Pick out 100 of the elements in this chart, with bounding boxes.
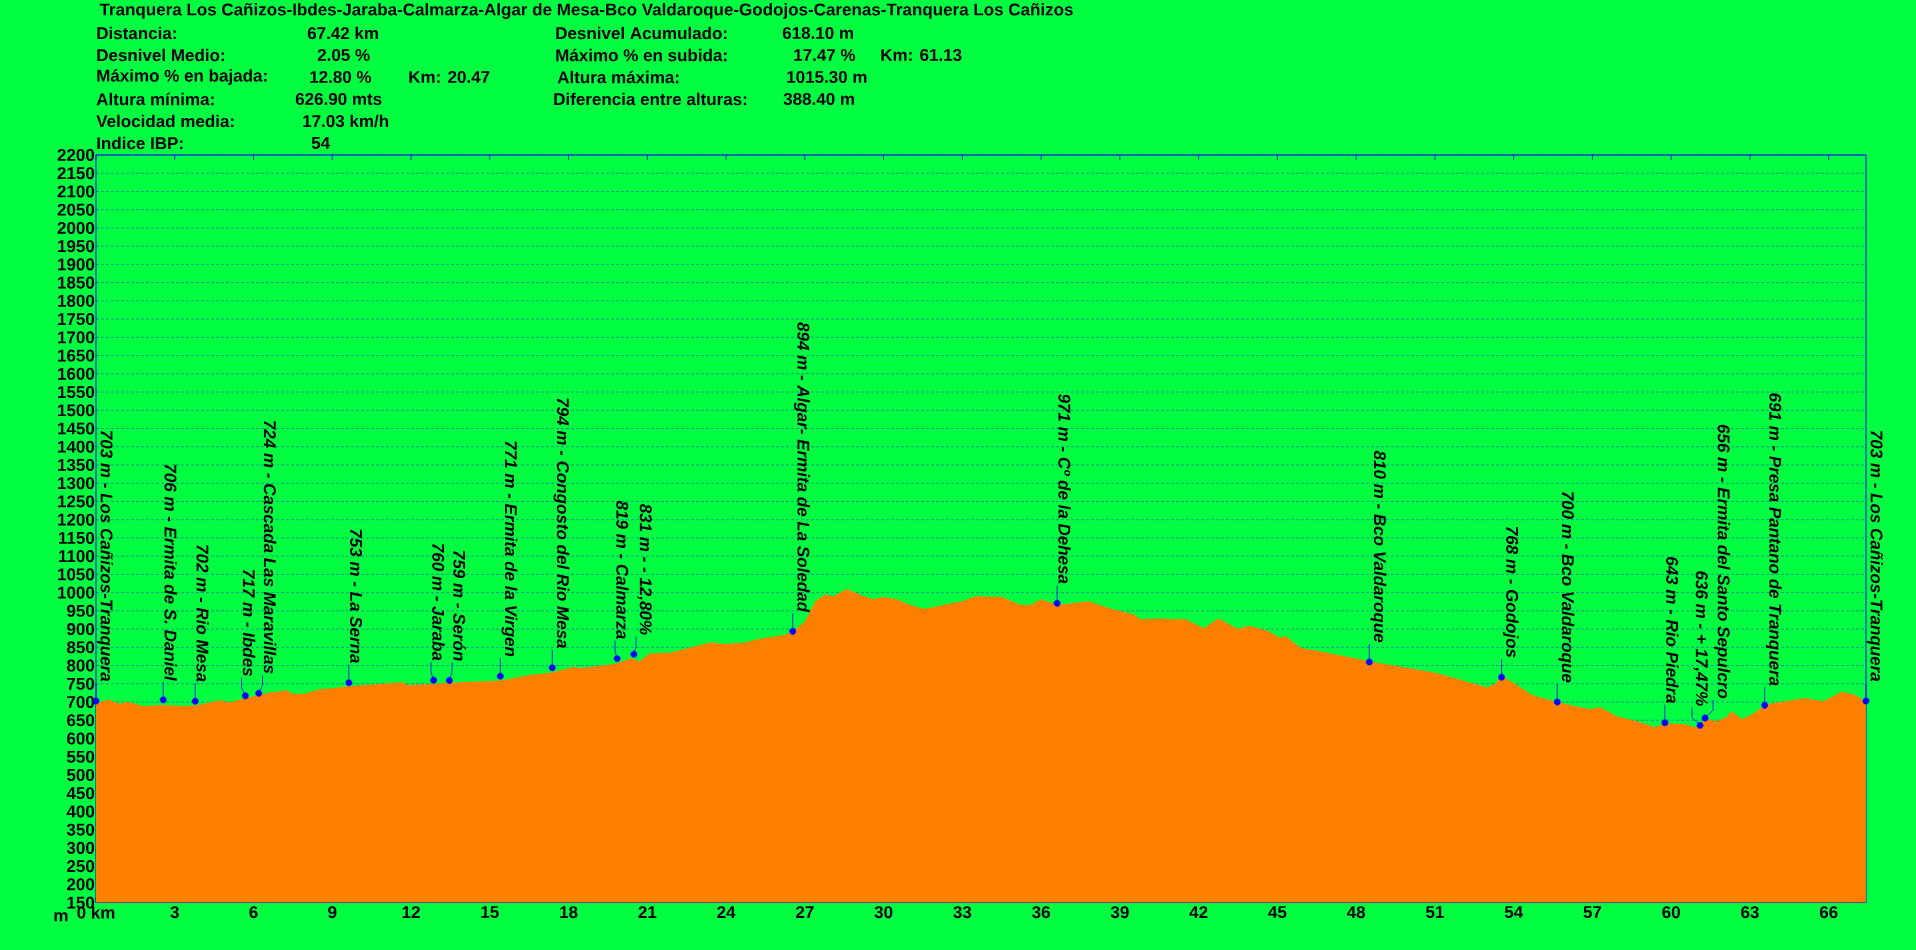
x-tick-label: 30 [874, 906, 893, 919]
y-tick-label: 1950 [58, 240, 95, 253]
text: 54 [311, 137, 331, 149]
text: 618.10 m [782, 26, 853, 40]
x-tick-label: 51 [1425, 906, 1444, 918]
y-tick-label: 2200 [57, 148, 95, 162]
y-tick-label: 800 [66, 659, 95, 672]
y-tick-label: 250 [67, 860, 95, 873]
y-tick-label: 600 [67, 732, 95, 745]
x-tick-label: 60 [1662, 906, 1680, 919]
x-tick-label: 15 [481, 906, 499, 918]
annotation: 759 m - Serón [453, 551, 466, 661]
point [496, 672, 504, 680]
point [630, 650, 638, 658]
text: 17.47 % [794, 49, 856, 61]
y-tick-label: 1000 [58, 586, 95, 599]
y-tick-label: 1650 [58, 349, 95, 362]
y-tick-label: 1100 [58, 550, 95, 563]
annotation: 636 m - + 17,47% [1693, 571, 1708, 706]
y-tick-label: 1350 [58, 458, 95, 471]
annotation: 700 m - Bco Valdaroque [1558, 491, 1575, 683]
x-tick-label: 36 [1032, 906, 1050, 919]
point [613, 655, 621, 663]
y-tick-label: 700 [67, 696, 95, 709]
y-tick-label: 650 [67, 714, 95, 727]
y-tick-label: 300 [66, 841, 95, 854]
x-tick-label: 42 [1189, 906, 1208, 918]
text: Km: 61.13 [881, 48, 962, 62]
text: Máximo % en subida: [556, 48, 727, 62]
annotation: 810 m - Bco Valdaroque [1370, 450, 1387, 643]
y-tick-label: 1750 [58, 313, 95, 326]
x-tick-label: 9 [328, 906, 337, 919]
text: 2.05 % [317, 48, 370, 62]
point [255, 689, 263, 697]
text: 17.03 km/h [303, 114, 389, 128]
y-tick-label: 1300 [58, 477, 95, 490]
text: 1015.30 m [787, 70, 867, 84]
annotation: 971 m - Cº de la Dehesa [1058, 393, 1071, 584]
x-tick-label: 18 [560, 906, 578, 919]
y-tick-label: 400 [66, 805, 95, 818]
text: Diferencia entre alturas: [554, 92, 747, 106]
y-tick-label: 2000 [57, 221, 95, 234]
text: Velocidad media: [96, 114, 234, 128]
x-tick-label: 21 [638, 906, 657, 918]
text: 626.90 mts [295, 92, 382, 106]
annotation: 643 m - Rio Piedra [1666, 557, 1679, 704]
y-axis-title: m [54, 912, 68, 922]
annotation: 691 m - Presa Pantano de Tranquera [1765, 393, 1782, 686]
point [548, 664, 556, 672]
text: Km: 20.47 [409, 70, 490, 84]
y-tick-label: 1400 [58, 440, 95, 453]
annotation: 724 m - Cascada Las Maravillas [263, 421, 277, 674]
point [1696, 721, 1704, 729]
point [159, 696, 167, 704]
point [1862, 697, 1870, 705]
y-tick-label: 1200 [58, 513, 95, 526]
x-tick-label: 45 [1268, 906, 1287, 918]
annotation: 760 m - Jaraba [432, 544, 445, 661]
y-tick-label: 1450 [58, 422, 95, 435]
point [241, 692, 249, 700]
annotation: 794 m - Congosto del Rio Mesa [553, 398, 570, 649]
x-tick-label: 63 [1741, 906, 1759, 919]
y-tick-label: 500 [66, 768, 95, 781]
x-tick-label: 33 [953, 906, 972, 919]
annotation: 771 m - Ermita de la Virgen [501, 441, 518, 657]
annotation: 717 m - Ibdes [242, 570, 256, 677]
y-tick-label: 750 [67, 677, 95, 690]
x-tick-label: 6 [249, 906, 258, 919]
text: 388.40 m [783, 92, 854, 106]
annotation: 703 m - Los Cañizos-Tranquera [97, 430, 114, 682]
y-tick-label: 1550 [58, 386, 95, 399]
point [1661, 719, 1669, 727]
x-tick-label: 48 [1346, 906, 1366, 919]
point [445, 677, 453, 684]
y-tick-label: 1800 [58, 294, 95, 307]
point [345, 679, 353, 687]
y-tick-label: 900 [67, 623, 95, 636]
y-tick-label: 200 [67, 878, 95, 891]
annotation: 656 m - Ermita del Santo Sepulcro [1714, 424, 1731, 699]
text: Indice IBP: [97, 136, 183, 150]
y-tick-label: 1250 [58, 495, 95, 508]
y-tick-label: 350 [66, 823, 95, 836]
point [1053, 599, 1061, 607]
x-tick-label: 66 [1819, 906, 1838, 919]
y-tick-label: 2050 [57, 203, 95, 216]
x-tick-label: 57 [1583, 906, 1602, 918]
point [1553, 698, 1561, 706]
y-tick-label: 1600 [58, 367, 95, 380]
text: Máximo % en bajada: [97, 68, 267, 85]
annotation: 706 m - Ermita de S. Daniel [164, 464, 177, 681]
y-tick-label: 1850 [58, 276, 95, 289]
annotation: 819 m - Calmarza [616, 500, 629, 639]
annotation: 831 m - - 12,80% [637, 503, 652, 635]
annotation: 753 m - La Serna [350, 529, 363, 663]
y-tick-label: 1900 [58, 258, 95, 271]
x-tick-label: 24 [717, 906, 736, 918]
x-tick-label: 54 [1504, 906, 1524, 918]
y-tick-label: 2100 [57, 185, 95, 198]
x-tick-label: 39 [1110, 906, 1129, 919]
y-tick-label: 450 [66, 787, 95, 800]
